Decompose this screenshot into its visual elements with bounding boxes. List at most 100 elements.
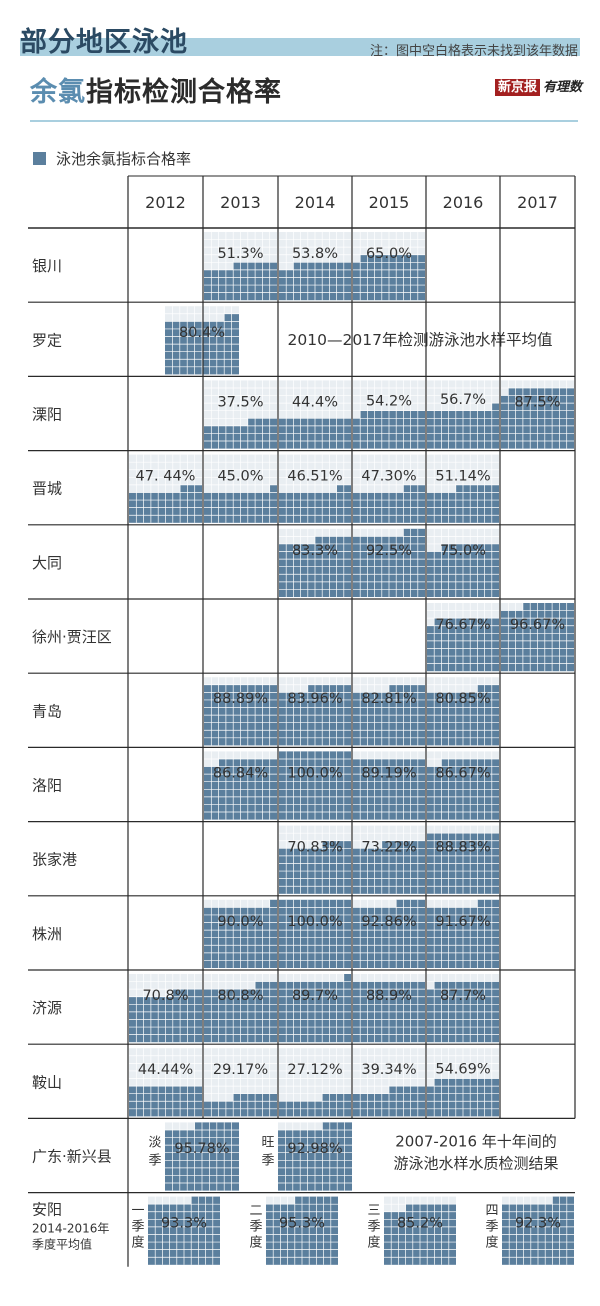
block-fill-column [367,692,375,746]
title-rule [30,120,578,122]
block-fill-column [344,1122,352,1191]
block-fill-column [353,262,361,301]
block-fill-column [204,766,212,820]
data-label: 70.8% [142,988,188,1004]
block-fill-column [323,1196,331,1265]
data-label: 83.96% [287,691,342,707]
block-fill-column [463,484,471,523]
season-label-0-b: 季 [148,1153,161,1168]
block-fill-column [209,321,217,375]
block-fill-column [255,262,263,301]
block-fill-column [212,1196,220,1265]
block-fill-column [384,1211,392,1265]
data-label: 90.0% [217,914,263,930]
block-fill-column [294,1196,302,1265]
block-fill-column [172,321,180,375]
data-label: 65.0% [366,246,412,262]
block-fill-column [398,1211,406,1265]
block-fill-column [374,692,382,746]
block-fill-column [322,899,330,968]
season-caption-1: 2007-2016 年十年间的 [395,1132,557,1150]
block-fill-column [484,899,492,968]
row-5-region-label: 徐州·贾汪区 [32,628,112,646]
data-label: 70.83% [287,840,342,856]
block-fill-column [353,1093,361,1117]
cell-block-2013: 37.5% [204,380,277,449]
block-fill-column [477,410,485,449]
block-fill-column [204,989,212,1043]
data-label: 80.8% [217,988,263,1004]
block-fill-column [329,1122,338,1191]
block-fill-column [360,692,368,746]
cell-block-2014: 83.96% [279,677,351,746]
block-fill-column [279,899,287,968]
block-fill-column [343,974,351,1043]
block-fill-column [262,1093,270,1117]
block-fill-column [381,410,389,449]
block-fill-column [262,262,270,301]
block-fill-column [470,692,478,746]
block-fill-column [410,840,418,894]
row-9-region-label: 株洲 [32,925,62,943]
block-fill-column [343,899,351,968]
block-fill-column [240,989,248,1043]
cell-block-2014: 100.0% [279,751,351,820]
block-fill-column [484,484,492,523]
cell-block-2016: 80.85% [427,677,499,746]
block-fill-column [463,618,471,672]
block-fill-column [381,840,389,894]
block-fill-column [434,618,442,672]
cell-block-2015: 92.5% [353,528,425,597]
data-label: 89.7% [292,988,338,1004]
block-fill-column [216,321,225,375]
cell-block-2016: 75.0% [427,528,499,597]
cell-block-2015: 92.86% [353,899,425,968]
title-band [20,38,580,56]
block-fill-column [329,751,337,820]
block-fill-column [233,262,241,301]
block-fill-column [477,543,485,597]
block-fill-column [559,1196,567,1265]
quarter-label-3-c: 度 [485,1235,498,1251]
quarter-label-2-c: 度 [367,1235,380,1251]
block-fill-column [240,262,248,301]
quarter-label-1-a: 二 [249,1204,262,1219]
block-fill-column [315,899,323,968]
data-label: 53.8% [292,246,338,262]
data-label: 39.34% [361,1062,416,1078]
block-fill-column [403,840,411,894]
block-fill-column [427,410,435,449]
block-fill-column [225,425,234,449]
block-fill-column [537,603,545,672]
block-fill-column [343,840,351,894]
block-fill-column [211,425,219,449]
block-fill-column [343,1093,351,1117]
block-fill-column [455,1078,463,1117]
quarter-label-1-b: 季 [249,1220,262,1235]
quarter-label-0-c: 度 [131,1235,144,1251]
block-fill-column [441,618,449,672]
block-fill-column [491,618,499,672]
block-fill-column [552,1196,560,1265]
data-label: 92.5% [366,543,412,559]
block-fill-column [470,618,478,672]
block-fill-column [463,1078,471,1117]
block-fill-column [293,692,301,746]
data-label: 88.89% [213,691,268,707]
cell-block-2015: 39.34% [353,1048,425,1117]
block-fill-column [302,1196,310,1265]
cell-block-2015: 73.22% [353,825,425,894]
block-fill-column [240,425,248,449]
data-label: 76.67% [435,617,490,633]
block-fill-column [322,840,330,894]
chart-note: 注：图中空白格表示未找到该年数据 [369,44,578,59]
season-label-1-b: 季 [261,1153,274,1168]
cell-block-2016: 56.7% [427,380,499,449]
block-fill-column [389,410,397,449]
page-title-line2: 余氯指标检测合格率 [30,70,282,109]
data-label: 56.7% [440,392,486,408]
cell-block-2016: 87.7% [427,974,499,1043]
cell-block-2013: 80.8% [204,974,277,1043]
data-label: 87.7% [440,988,486,1004]
